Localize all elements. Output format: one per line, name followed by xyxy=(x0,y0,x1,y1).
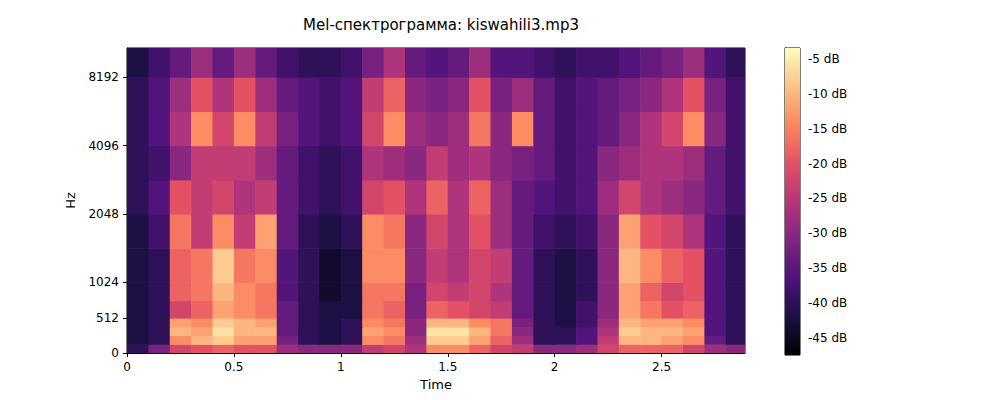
svg-text:-45 dB: -45 dB xyxy=(808,331,847,345)
svg-text:1: 1 xyxy=(337,360,345,374)
svg-text:512: 512 xyxy=(96,311,119,325)
svg-text:Time: Time xyxy=(419,377,452,392)
svg-text:8192: 8192 xyxy=(88,70,119,84)
svg-text:0.5: 0.5 xyxy=(224,360,243,374)
svg-text:1.5: 1.5 xyxy=(438,360,457,374)
svg-text:-15 dB: -15 dB xyxy=(808,122,847,136)
svg-text:2048: 2048 xyxy=(88,207,119,221)
svg-text:1024: 1024 xyxy=(88,275,119,289)
svg-text:-35 dB: -35 dB xyxy=(808,261,847,275)
svg-text:-20 dB: -20 dB xyxy=(808,157,847,171)
svg-text:-30 dB: -30 dB xyxy=(808,226,847,240)
svg-text:Mel-спектрограмма: kiswahili3.: Mel-спектрограмма: kiswahili3.mp3 xyxy=(303,16,579,34)
svg-text:Hz: Hz xyxy=(63,192,78,209)
svg-text:-5 dB: -5 dB xyxy=(808,52,840,66)
svg-text:0: 0 xyxy=(111,346,119,360)
svg-text:-25 dB: -25 dB xyxy=(808,191,847,205)
svg-text:0: 0 xyxy=(123,360,131,374)
svg-text:2.5: 2.5 xyxy=(652,360,671,374)
svg-text:2: 2 xyxy=(551,360,559,374)
svg-text:-40 dB: -40 dB xyxy=(808,296,847,310)
svg-text:4096: 4096 xyxy=(88,139,119,153)
svg-text:-10 dB: -10 dB xyxy=(808,87,847,101)
